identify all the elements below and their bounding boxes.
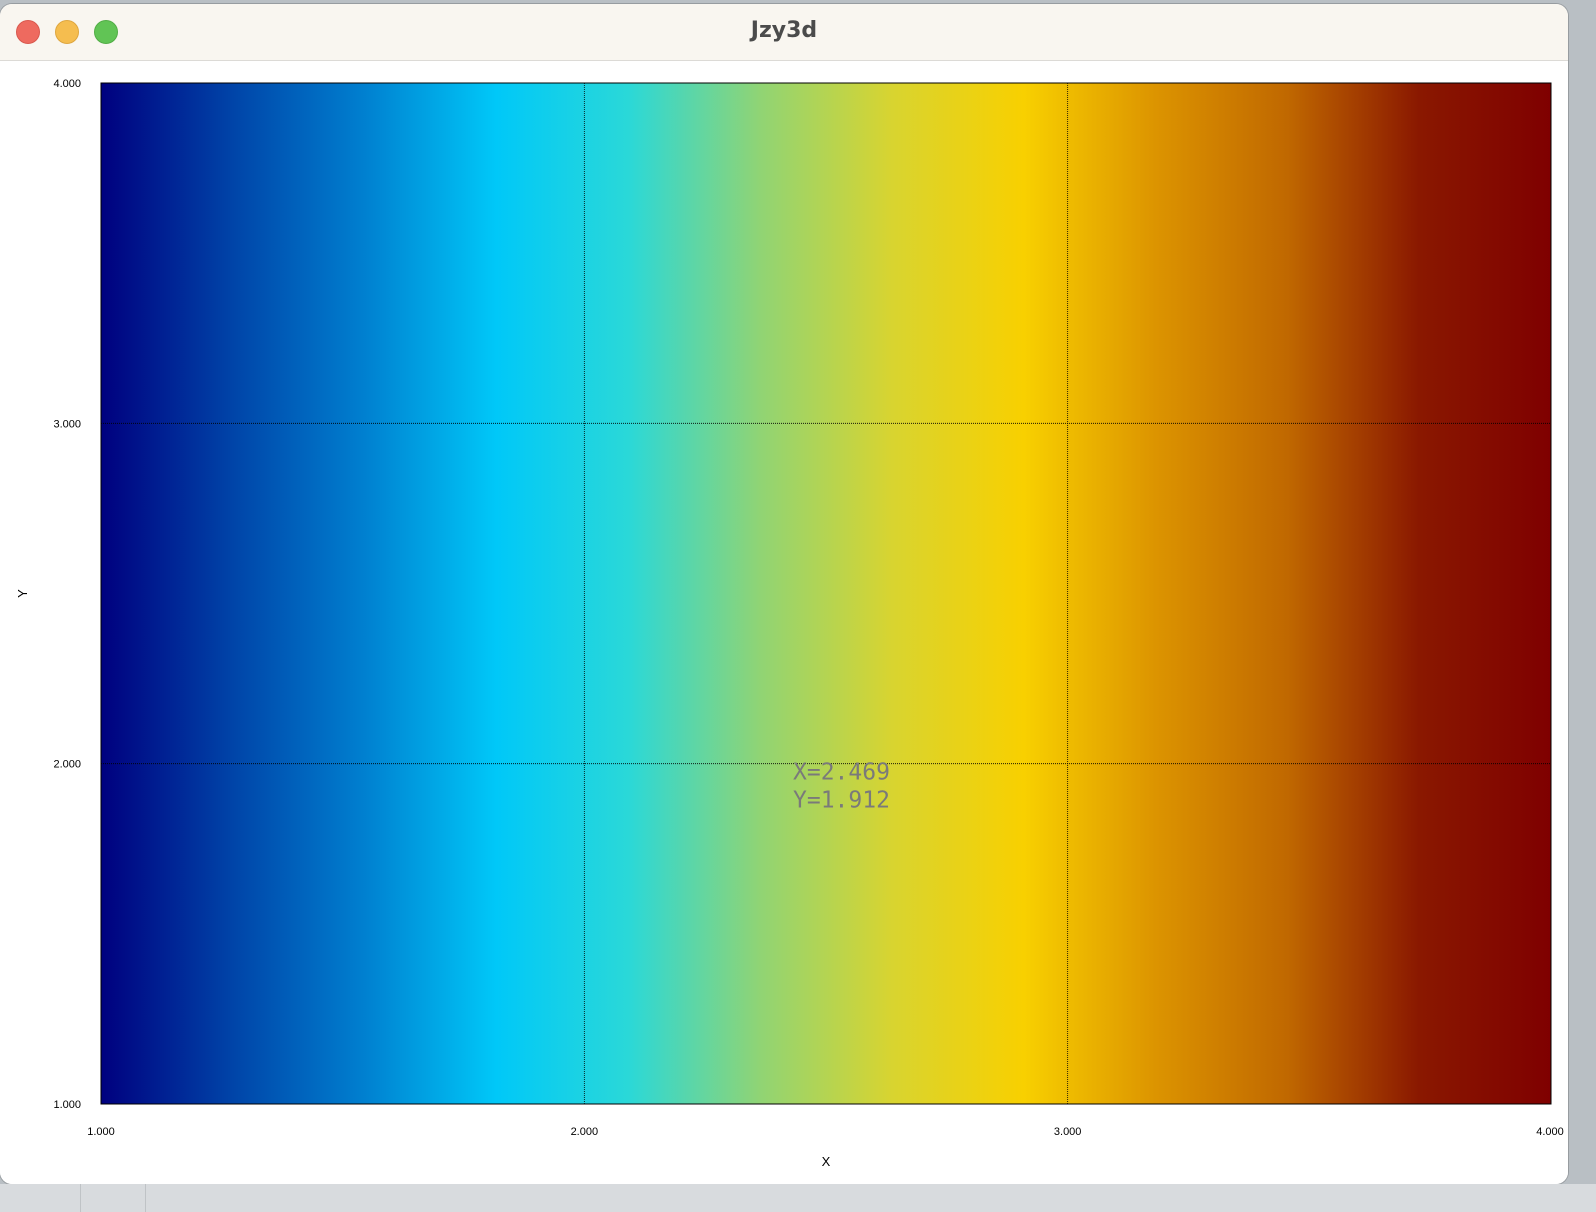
title-bar[interactable]: Jzy3d [0, 4, 1568, 61]
heatmap-chart[interactable]: 1.000 2.000 3.000 4.000 1.000 2.000 3.000 4.00… [0, 61, 1568, 1184]
cursor-readout-y: Y=1.912 [793, 788, 890, 814]
app-window: Jzy3d 1.000 2.000 3.000 4.000 1.000 2.000 3.0… [0, 4, 1568, 1184]
minimize-button[interactable] [55, 20, 79, 44]
x-tick-label: 3.000 [1054, 1126, 1082, 1138]
y-tick-label: 1.000 [53, 1099, 81, 1111]
zoom-button[interactable] [94, 20, 118, 44]
y-tick-label: 4.000 [53, 78, 81, 90]
close-button[interactable] [16, 20, 40, 44]
y-tick-label: 2.000 [53, 759, 81, 771]
window-title: Jzy3d [750, 18, 818, 43]
y-axis-label: Y [15, 589, 30, 598]
x-axis-label: X [822, 1154, 831, 1169]
chart-canvas[interactable]: 1.000 2.000 3.000 4.000 1.000 2.000 3.000 4.00… [0, 61, 1568, 1184]
x-tick-label: 1.000 [87, 1126, 115, 1138]
dock-segment [80, 1184, 146, 1212]
x-tick-label: 4.000 [1536, 1126, 1564, 1138]
plot-border [100, 82, 1552, 1105]
cursor-readout-x: X=2.469 [793, 760, 890, 786]
y-tick-label: 3.000 [53, 418, 81, 430]
x-tick-label: 2.000 [571, 1126, 599, 1138]
heatmap-surface[interactable] [101, 83, 1551, 1104]
desktop-background [0, 1184, 1596, 1212]
